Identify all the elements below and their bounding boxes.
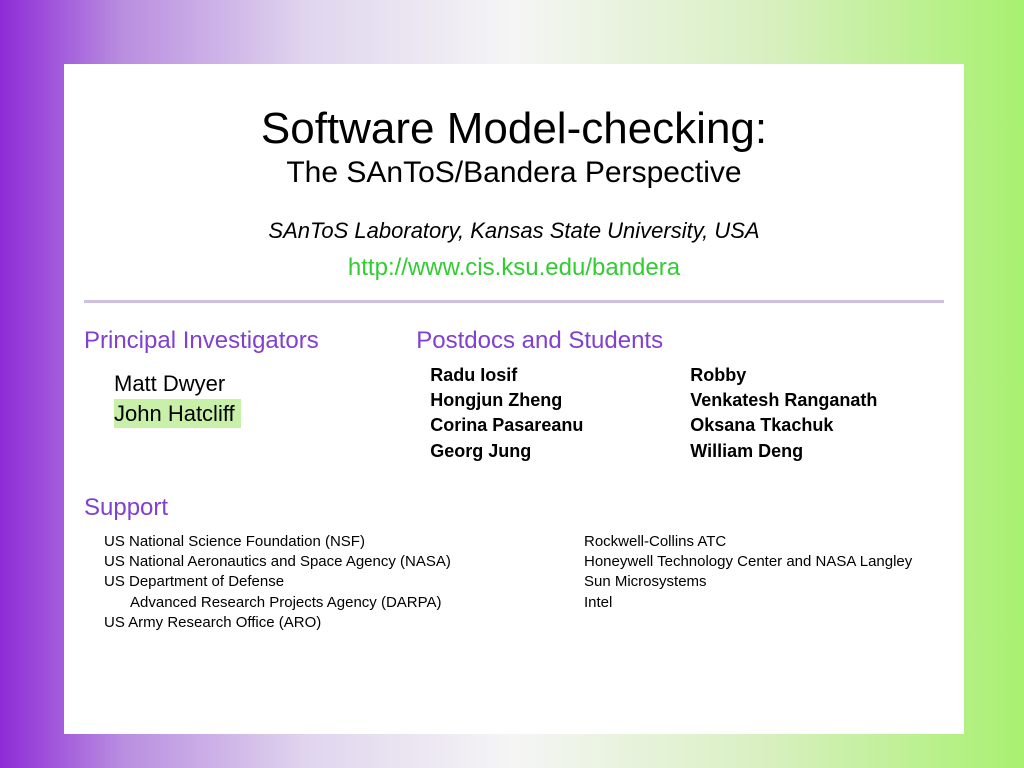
postdoc-name: William Deng xyxy=(690,439,877,464)
divider xyxy=(84,300,944,303)
support-item: US Army Research Office (ARO) xyxy=(104,613,584,633)
postdocs-heading: Postdocs and Students xyxy=(416,327,944,355)
postdoc-name: Radu Iosif xyxy=(430,363,690,388)
postdocs-col2: Robby Venkatesh Ranganath Oksana Tkachuk… xyxy=(690,363,877,464)
support-col1: US National Science Foundation (NSF) US … xyxy=(104,532,584,633)
pi-name-highlighted: John Hatcliff xyxy=(114,399,416,429)
support-row: US National Science Foundation (NSF) US … xyxy=(104,532,944,633)
people-row: Principal Investigators Matt Dwyer John … xyxy=(84,327,944,464)
postdoc-name: Hongjun Zheng xyxy=(430,388,690,413)
slide-title: Software Model-checking: xyxy=(84,104,944,154)
support-item: US National Aeronautics and Space Agency… xyxy=(104,552,584,572)
support-item: US Department of Defense xyxy=(104,572,584,592)
postdoc-name: Corina Pasareanu xyxy=(430,413,690,438)
slide-content: Software Model-checking: The SAnToS/Band… xyxy=(64,64,964,734)
slide-subtitle: The SAnToS/Bandera Perspective xyxy=(84,156,944,190)
support-item: Intel xyxy=(584,593,912,613)
postdoc-name: Oksana Tkachuk xyxy=(690,413,877,438)
support-col2: Rockwell-Collins ATC Honeywell Technolog… xyxy=(584,532,912,633)
postdoc-name: Venkatesh Ranganath xyxy=(690,388,877,413)
postdocs-col1: Radu Iosif Hongjun Zheng Corina Pasarean… xyxy=(430,363,690,464)
support-item: Honeywell Technology Center and NASA Lan… xyxy=(584,552,912,572)
pi-list: Matt Dwyer John Hatcliff xyxy=(114,369,416,428)
support-item: Sun Microsystems xyxy=(584,572,912,592)
pi-heading: Principal Investigators xyxy=(84,327,416,355)
support-heading: Support xyxy=(84,494,944,522)
postdocs-section: Postdocs and Students Radu Iosif Hongjun… xyxy=(416,327,944,464)
support-item: US National Science Foundation (NSF) xyxy=(104,532,584,552)
postdoc-name: Georg Jung xyxy=(430,439,690,464)
support-item: Advanced Research Projects Agency (DARPA… xyxy=(104,593,584,613)
highlight: John Hatcliff xyxy=(114,399,241,429)
postdocs-grid: Radu Iosif Hongjun Zheng Corina Pasarean… xyxy=(430,363,944,464)
affiliation: SAnToS Laboratory, Kansas State Universi… xyxy=(84,218,944,244)
project-url[interactable]: http://www.cis.ksu.edu/bandera xyxy=(84,254,944,282)
pi-name: Matt Dwyer xyxy=(114,369,416,399)
postdoc-name: Robby xyxy=(690,363,877,388)
pi-section: Principal Investigators Matt Dwyer John … xyxy=(84,327,416,464)
slide-background: Software Model-checking: The SAnToS/Band… xyxy=(0,0,1024,768)
support-item: Rockwell-Collins ATC xyxy=(584,532,912,552)
